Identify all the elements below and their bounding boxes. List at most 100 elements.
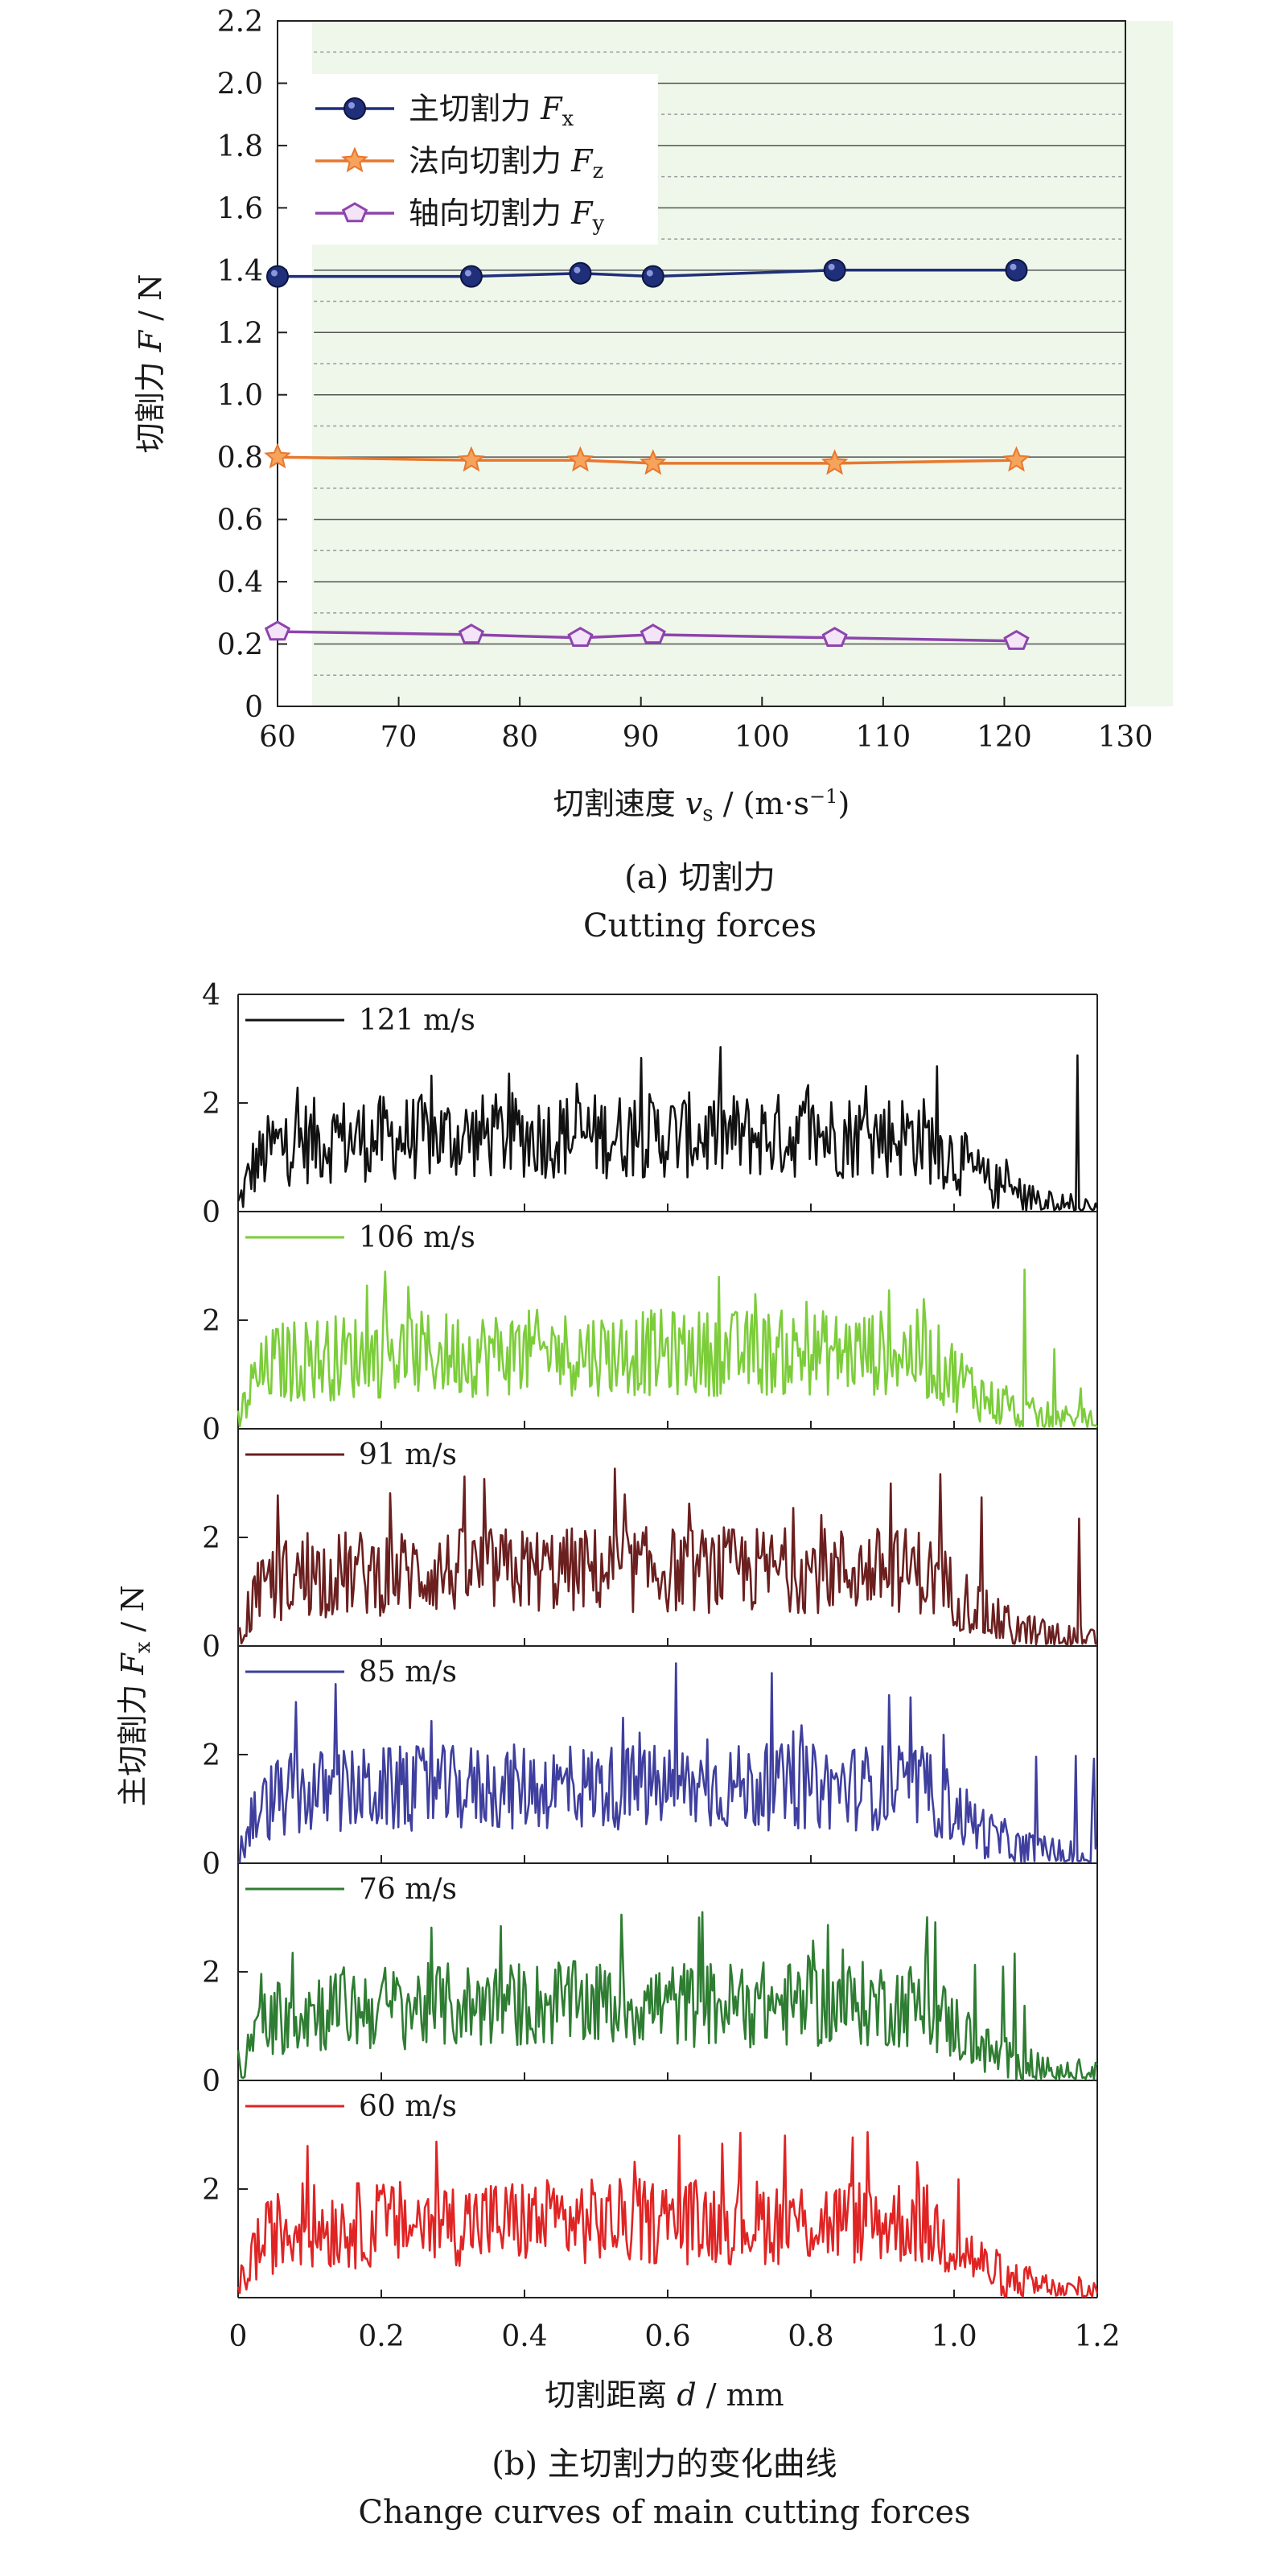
panel-b: 0 2 91 m/s (202, 1429, 1098, 1664)
chart-a-caption: (a) 切割力 (624, 859, 775, 896)
legend-label-b: 91 m/s (359, 1438, 457, 1471)
marker-circle (343, 97, 366, 120)
marker-circle-highlight (271, 270, 278, 277)
plot-a-grid (314, 51, 1125, 677)
legend-label-b: 85 m/s (359, 1656, 457, 1689)
chart-b-xlabel: 切割距离 d / mm (545, 2377, 784, 2413)
label-var: F (115, 1652, 150, 1676)
chart-b-caption: (b) 主切割力的变化曲线 (492, 2446, 837, 2483)
plot-b-xticks: 0 0.2 0.4 0.6 0.8 1.0 1.2 (229, 2320, 1121, 2353)
x-tick-label-b: 0.4 (501, 2320, 547, 2353)
marker-pentagon (341, 202, 368, 223)
x-tick-label-b: 0.6 (644, 2320, 690, 2353)
y-tick-label-b: 0 (202, 1196, 220, 1229)
chart-b: 0 2 4 121 m/s 0 2 106 m/s 0 2 91 m/s 0 2 85 m/s 0 2 76 … (115, 979, 1121, 2531)
legend-item-a: 主切割力 Fx (315, 91, 574, 131)
chart-a: 0 0.2 0.4 0.6 0.8 1.0 1.2 1.4 1.6 1.8 2.0 2.2 60 70 80… (133, 6, 1173, 944)
series-trace (237, 1662, 1098, 1863)
series-trace (237, 2131, 1099, 2298)
label-var: F (540, 91, 563, 126)
plot-b-panels: 0 2 4 121 m/s 0 2 106 m/s 0 2 91 m/s 0 2 85 m/s 0 2 76 … (202, 979, 1099, 2298)
marker-circle-highlight (646, 270, 653, 277)
x-tick-label-b: 0.8 (788, 2320, 833, 2353)
series-a (266, 258, 1028, 288)
x-tick-label-a: 60 (259, 721, 296, 754)
y-tick-label-b: 0 (202, 1631, 220, 1664)
legend-item-a: 法向切割力 Fz (315, 143, 603, 183)
label-text: 切割速度 (553, 786, 685, 821)
y-tick-label-b: 2 (202, 2174, 220, 2207)
label-sub: y (591, 212, 604, 236)
series-a (264, 620, 1030, 650)
panel-b: 0 2 85 m/s (202, 1646, 1098, 1881)
legend-label: 法向切割力 Fz (409, 143, 603, 183)
label-unit: / N (115, 1585, 150, 1641)
label-unit: / mm (697, 2377, 784, 2413)
marker-pentagon (567, 627, 594, 647)
y-tick-label-a: 1.8 (217, 130, 263, 163)
y-tick-label-a: 1.4 (217, 255, 263, 288)
x-tick-label-a: 80 (501, 721, 538, 754)
marker-pentagon (640, 623, 666, 644)
label-text: 主切割力 (409, 91, 541, 126)
plot-a-frame (277, 20, 1126, 707)
marker-circle-highlight (348, 102, 355, 109)
label-text: 切割距离 (545, 2377, 677, 2413)
panel-b: 2 60 m/s (202, 2080, 1099, 2298)
y-tick-label-b: 2 (202, 1957, 220, 1990)
series-trace (237, 1467, 1098, 1646)
label-text: 主切割力 (115, 1675, 150, 1807)
x-tick-label-a: 130 (1098, 721, 1154, 754)
marker-circle (266, 265, 289, 288)
y-tick-label-a: 0 (245, 691, 263, 724)
label-text: 切割力 (133, 352, 168, 453)
y-tick-label-a: 2.2 (217, 6, 263, 39)
marker-star (640, 449, 667, 475)
legend-label-b: 121 m/s (359, 1004, 475, 1037)
marker-star (821, 449, 849, 475)
y-tick-label-a: 2.0 (217, 68, 263, 101)
chart-b-caption-en: Change curves of main cutting forces (358, 2494, 970, 2531)
marker-pentagon (1003, 629, 1030, 650)
marker-circle-highlight (464, 270, 471, 277)
y-tick-label-a: 1.6 (217, 192, 263, 225)
panel-b: 0 2 76 m/s (202, 1863, 1099, 2098)
marker-circle (823, 258, 846, 282)
y-tick-label-b: 0 (202, 2065, 220, 2098)
y-tick-label-a: 0.8 (217, 442, 263, 475)
label-sub: x (562, 107, 574, 131)
chart-a-xlabel: 切割速度 vs / (m·s−1) (553, 785, 850, 826)
x-tick-label-a: 70 (381, 721, 418, 754)
series-line (277, 455, 1017, 465)
marker-circle (1005, 258, 1028, 282)
marker-pentagon (264, 620, 291, 641)
label-var: F (570, 195, 594, 231)
x-tick-label-a: 120 (977, 721, 1032, 754)
label-text: 法向切割力 (409, 143, 571, 179)
marker-star (341, 146, 368, 173)
x-tick-label-b: 1.0 (931, 2320, 977, 2353)
label-sup: −1 (809, 785, 837, 808)
label-unit: / (m·s (714, 786, 809, 821)
label-end: ) (837, 786, 849, 821)
series-trace (237, 1268, 1098, 1429)
y-tick-label-b: 0 (202, 1848, 220, 1881)
x-tick-label-b: 0 (229, 2320, 248, 2353)
legend-label: 主切割力 Fx (409, 91, 574, 131)
y-tick-label-a: 0.2 (217, 629, 263, 662)
label-var: F (133, 329, 168, 352)
x-tick-label-b: 0.2 (358, 2320, 404, 2353)
y-tick-label-a: 1.0 (217, 380, 263, 413)
legend-label-b: 60 m/s (359, 2090, 457, 2123)
label-unit: / N (133, 274, 168, 331)
plot-a-series (264, 258, 1030, 650)
marker-circle-highlight (828, 263, 835, 270)
y-tick-label-b: 0 (202, 1414, 220, 1446)
series-line (278, 269, 1017, 278)
y-tick-label-b: 4 (202, 979, 220, 1012)
marker-circle-highlight (1010, 263, 1017, 270)
plot-a-ticks: 0 0.2 0.4 0.6 0.8 1.0 1.2 1.4 1.6 1.8 2.0 2.2 60 70 80… (217, 6, 1154, 754)
x-tick-label-a: 90 (623, 721, 660, 754)
